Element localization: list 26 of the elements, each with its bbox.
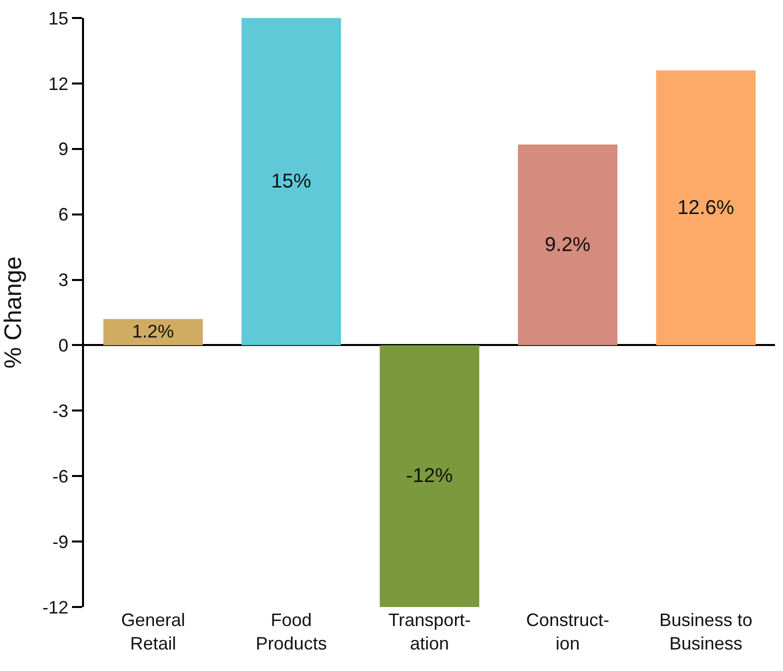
bar [656,70,756,346]
bar [103,319,203,346]
x-tick-label: Food Products [256,610,327,654]
y-tick-label: 0 [58,336,68,356]
data-label: 9.2% [544,234,591,256]
y-tick-label: 12 [48,74,68,94]
x-tick-label: Transport- ation [388,610,471,654]
data-label: 12.6% [677,196,734,219]
data-label: -12% [406,465,453,488]
x-tick-label: Construct- ion [526,610,610,654]
y-tick-label: -3 [52,400,68,421]
y-tick-label: 9 [58,139,68,160]
data-label: 1.2% [132,320,174,342]
y-tick-label: 15 [48,8,68,28]
y-tick-label: -6 [52,466,68,486]
y-tick-label: 6 [58,204,68,225]
x-tick-label: Business to Business [659,610,752,654]
x-tick-label: General Retail [121,610,186,654]
y-tick-label: -12 [42,597,68,618]
y-tick-label: -9 [52,532,68,552]
bar [518,144,618,346]
bar [242,18,342,346]
y-axis-title: % Change [0,256,27,369]
data-label: 15% [271,170,312,193]
y-tick-label: 3 [58,270,68,290]
bar [380,345,480,607]
